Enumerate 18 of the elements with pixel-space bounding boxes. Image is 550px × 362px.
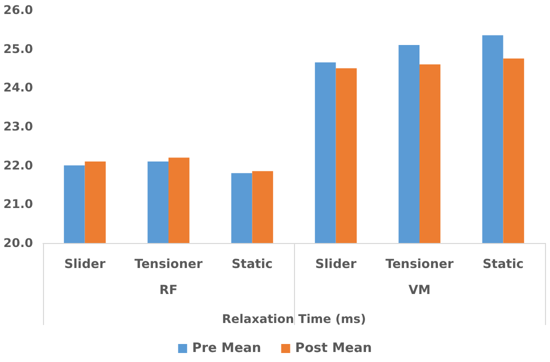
legend-label: Pre Mean [192,341,262,356]
y-tick-label: 22.0 [3,158,33,172]
y-tick-label: 25.0 [3,42,33,56]
legend-label: Post Mean [295,341,372,356]
x-tick-label: Tensioner [134,256,204,271]
x-tick-label: Tensioner [385,256,454,271]
x-tick-label: Slider [315,256,358,271]
text: RF [159,282,178,297]
x-tick-label: Slider [64,256,106,271]
y-tick-label: 26.0 [3,3,33,17]
y-tick-label: 21.0 [3,197,33,212]
x-tick-label: Static [232,256,273,271]
y-tick-label: 20.0 [3,236,33,250]
x-axis-title: Relaxation Time (ms) [222,312,366,326]
x-tick-label: Static [482,256,524,271]
y-tick-label: 24.0 [3,80,33,95]
text: VM [408,282,431,297]
y-tick-label: 23.0 [3,120,33,134]
